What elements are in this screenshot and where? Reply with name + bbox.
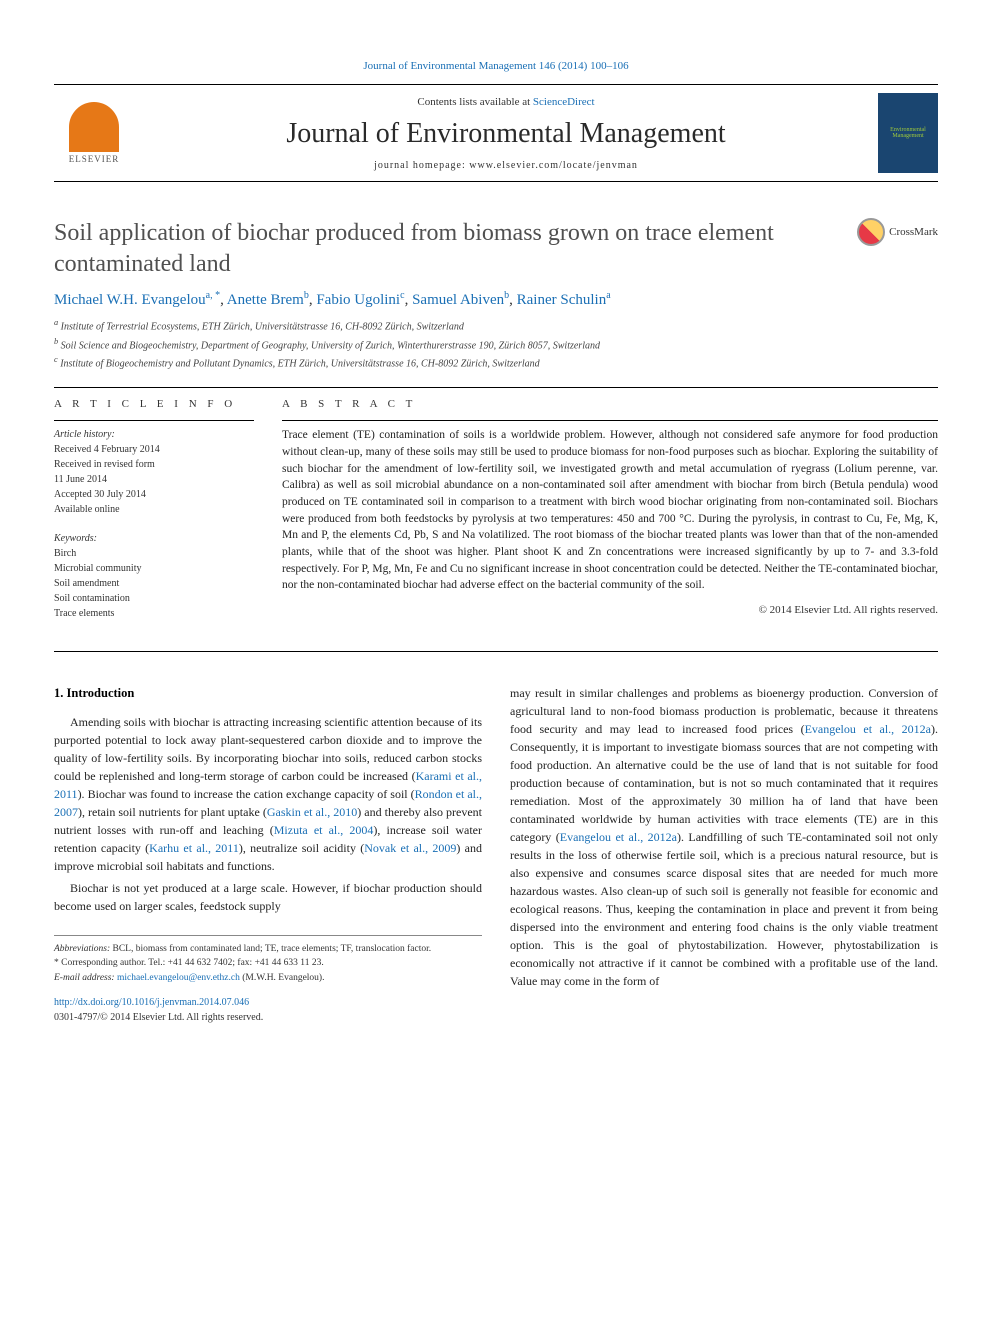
author-2[interactable]: Fabio Ugolini (316, 292, 400, 308)
info-abstract-row: A R T I C L E I N F O Article history: R… (54, 398, 938, 635)
corr-label: * Corresponding author. (54, 958, 148, 968)
contents-prefix: Contents lists available at (417, 96, 532, 108)
homepage-url[interactable]: www.elsevier.com/locate/jenvman (469, 160, 638, 171)
author-list: Michael W.H. Evangeloua, *, Anette Bremb… (54, 290, 938, 309)
keyword-1: Microbial community (54, 561, 254, 576)
issn-copyright: 0301-4797/© 2014 Elsevier Ltd. All right… (54, 1010, 482, 1025)
crossmark-label: CrossMark (889, 226, 938, 238)
article-title: Soil application of biochar produced fro… (54, 218, 779, 280)
affil-text-a: Institute of Terrestrial Ecosystems, ETH… (61, 322, 464, 333)
abstract-heading: A B S T R A C T (282, 398, 938, 410)
history-2: 11 June 2014 (54, 472, 254, 487)
cite-novak[interactable]: Novak et al., 2009 (364, 841, 456, 855)
email-line: E-mail address: michael.evangelou@env.et… (54, 971, 482, 985)
elsevier-tree-icon (69, 102, 119, 152)
corr-tel: Tel.: +41 44 632 7402; fax: +41 44 633 1… (148, 958, 323, 968)
intro-heading: 1. Introduction (54, 684, 482, 703)
author-1[interactable]: Anette Brem (227, 292, 304, 308)
article-info-heading: A R T I C L E I N F O (54, 398, 254, 410)
keyword-2: Soil amendment (54, 576, 254, 591)
author-3[interactable]: Samuel Abiven (412, 292, 504, 308)
intro-p1c: ), retain soil nutrients for plant uptak… (78, 805, 267, 819)
cite-evangelou-2[interactable]: Evangelou et al., 2012a (560, 830, 677, 844)
author-1-affil: b (304, 290, 309, 301)
body-col-left: 1. Introduction Amending soils with bioc… (54, 684, 482, 1025)
body-col-right: may result in similar challenges and pro… (510, 684, 938, 1025)
intro-p3: may result in similar challenges and pro… (510, 684, 938, 990)
article-history: Article history: Received 4 February 201… (54, 427, 254, 517)
corresponding-line: * Corresponding author. Tel.: +41 44 632… (54, 956, 482, 970)
cite-evangelou-1[interactable]: Evangelou et al., 2012a (805, 722, 931, 736)
author-4[interactable]: Rainer Schulin (517, 292, 607, 308)
crossmark-icon (857, 218, 885, 246)
divider-top (54, 387, 938, 388)
corresponding-email[interactable]: michael.evangelou@env.ethz.ch (117, 973, 240, 983)
cite-gaskin[interactable]: Gaskin et al., 2010 (267, 805, 357, 819)
body-columns: 1. Introduction Amending soils with bioc… (54, 684, 938, 1025)
affiliation-a: a Institute of Terrestrial Ecosystems, E… (54, 317, 938, 334)
elsevier-label: ELSEVIER (69, 154, 120, 164)
affil-text-b: Soil Science and Biogeochemistry, Depart… (61, 340, 600, 351)
intro-p3c: ). Landfilling of such TE-contaminated s… (510, 830, 938, 988)
doi-block: http://dx.doi.org/10.1016/j.jenvman.2014… (54, 995, 482, 1025)
email-suffix: (M.W.H. Evangelou). (240, 973, 325, 983)
citation-header[interactable]: Journal of Environmental Management 146 … (54, 60, 938, 72)
article-header: CrossMark Soil application of biochar pr… (54, 218, 938, 371)
contents-text: Contents lists available at ScienceDirec… (134, 96, 878, 108)
abstract-col: A B S T R A C T Trace element (TE) conta… (282, 398, 938, 635)
abbrev-text: BCL, biomass from contaminated land; TE,… (110, 944, 431, 954)
abbrev-line: Abbreviations: BCL, biomass from contami… (54, 942, 482, 956)
keywords-block: Keywords: Birch Microbial community Soil… (54, 531, 254, 621)
cite-mizuta[interactable]: Mizuta et al., 2004 (274, 823, 374, 837)
info-divider (54, 420, 254, 421)
author-3-affil: b (504, 290, 509, 301)
affil-sup-c: c (54, 355, 58, 364)
journal-cover-thumbnail[interactable]: Environmental Management (878, 93, 938, 173)
intro-p1: Amending soils with biochar is attractin… (54, 713, 482, 875)
intro-p1b: ). Biochar was found to increase the cat… (78, 787, 415, 801)
affiliations: a Institute of Terrestrial Ecosystems, E… (54, 317, 938, 371)
sciencedirect-link[interactable]: ScienceDirect (533, 96, 595, 108)
history-label: Article history: (54, 427, 254, 442)
elsevier-logo[interactable]: ELSEVIER (54, 93, 134, 173)
abbrev-label: Abbreviations: (54, 944, 110, 954)
keywords-label: Keywords: (54, 531, 254, 546)
homepage-prefix: journal homepage: (374, 160, 469, 171)
journal-homepage: journal homepage: www.elsevier.com/locat… (134, 160, 878, 171)
abstract-text: Trace element (TE) contamination of soil… (282, 427, 938, 594)
history-3: Accepted 30 July 2014 (54, 487, 254, 502)
divider-bottom (54, 651, 938, 652)
intro-p2: Biochar is not yet produced at a large s… (54, 879, 482, 915)
affil-sup-a: a (54, 318, 58, 327)
journal-banner: ELSEVIER Contents lists available at Sci… (54, 84, 938, 182)
author-0-affil: a, * (206, 290, 220, 301)
affil-sup-b: b (54, 337, 58, 346)
journal-title: Journal of Environmental Management (134, 118, 878, 150)
keyword-0: Birch (54, 546, 254, 561)
doi-link[interactable]: http://dx.doi.org/10.1016/j.jenvman.2014… (54, 995, 482, 1010)
history-4: Available online (54, 502, 254, 517)
history-1: Received in revised form (54, 457, 254, 472)
affil-text-c: Institute of Biogeochemistry and Polluta… (60, 358, 539, 369)
keyword-4: Trace elements (54, 606, 254, 621)
article-info-col: A R T I C L E I N F O Article history: R… (54, 398, 254, 635)
affiliation-c: c Institute of Biogeochemistry and Pollu… (54, 354, 938, 371)
crossmark-badge[interactable]: CrossMark (857, 218, 938, 246)
keyword-3: Soil contamination (54, 591, 254, 606)
abstract-divider (282, 420, 938, 421)
journal-center-block: Contents lists available at ScienceDirec… (134, 96, 878, 171)
history-0: Received 4 February 2014 (54, 442, 254, 457)
author-2-affil: c (400, 290, 404, 301)
affiliation-b: b Soil Science and Biogeochemistry, Depa… (54, 336, 938, 353)
intro-p1f: ), neutralize soil acidity ( (239, 841, 364, 855)
cite-karhu[interactable]: Karhu et al., 2011 (149, 841, 239, 855)
author-4-affil: a (606, 290, 610, 301)
abstract-copyright: © 2014 Elsevier Ltd. All rights reserved… (282, 604, 938, 616)
email-label: E-mail address: (54, 973, 117, 983)
author-0[interactable]: Michael W.H. Evangelou (54, 292, 206, 308)
footnotes: Abbreviations: BCL, biomass from contami… (54, 935, 482, 985)
intro-p3b: ). Consequently, it is important to inve… (510, 722, 938, 844)
